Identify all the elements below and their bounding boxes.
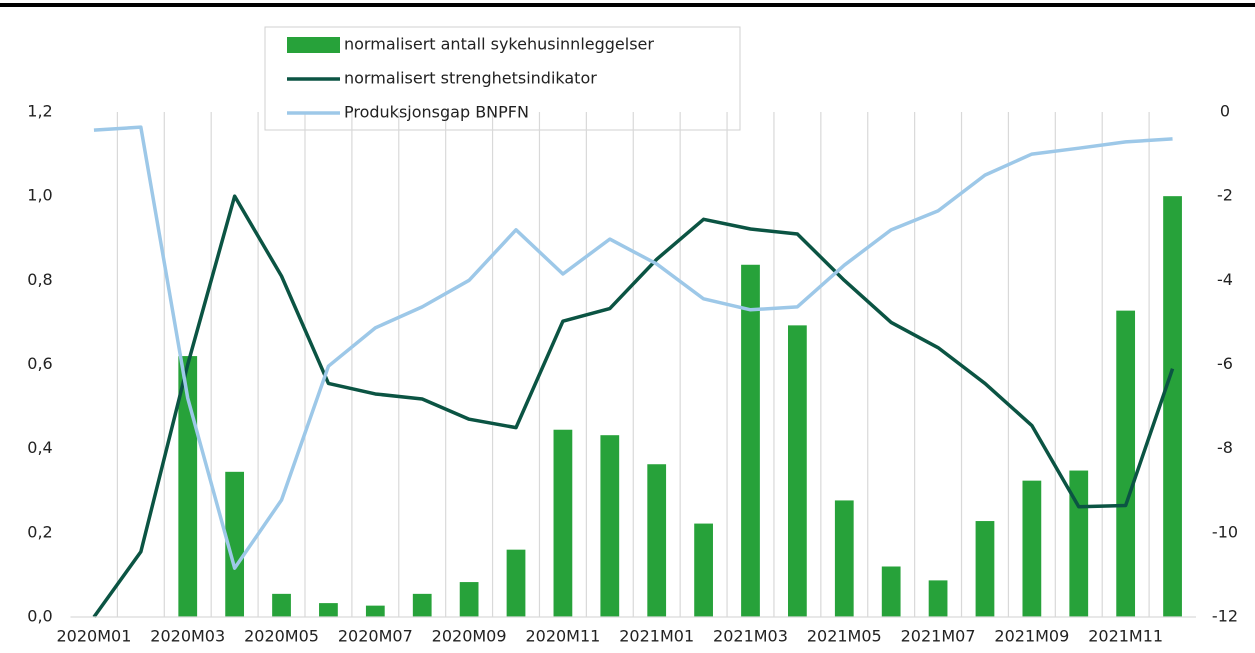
y2-tick-label: 0: [1220, 102, 1230, 121]
bar: [975, 521, 995, 617]
plot: [92, 112, 1182, 619]
bar: [788, 325, 807, 617]
y-tick-label: 0,2: [27, 522, 52, 541]
legend-label: normalisert antall sykehusinnleggelser: [344, 35, 654, 54]
y-tick-label: 0,4: [27, 438, 52, 457]
x-tick-label: 2021M11: [1088, 627, 1163, 646]
line: [93, 125, 1173, 570]
bar: [506, 549, 526, 617]
bar: [600, 435, 620, 617]
y-tick-label: 0,0: [27, 607, 52, 626]
x-tick-label: 2020M03: [150, 627, 225, 646]
y2-tick-label: -12: [1212, 607, 1238, 626]
x-tick-label: 2021M05: [807, 627, 882, 646]
bar: [553, 429, 573, 617]
y2-tick-label: -10: [1212, 522, 1238, 541]
x-tick-label: 2021M03: [713, 627, 788, 646]
legend-box: [264, 26, 741, 131]
y-tick-label: 1,2: [27, 102, 52, 121]
line: [92, 194, 1175, 619]
bar: [1116, 310, 1136, 617]
bar: [1022, 480, 1042, 617]
bar: [365, 605, 385, 617]
y-tick-label: 0,8: [27, 270, 52, 289]
x-tick-label: 2021M09: [994, 627, 1069, 646]
y2-tick-label: -8: [1217, 438, 1233, 457]
bar: [647, 464, 667, 617]
x-tick-label: 2020M07: [338, 627, 413, 646]
x-tick-label: 2020M01: [57, 627, 132, 646]
y2-tick-label: -4: [1217, 270, 1233, 289]
bar: [272, 593, 291, 617]
bar: [412, 593, 432, 617]
bar: [694, 523, 713, 617]
x-tick-label: 2021M01: [619, 627, 694, 646]
y-tick-label: 1,0: [27, 186, 52, 205]
x-tick-label: 2020M09: [432, 627, 507, 646]
legend-label: Produksjonsgap BNPFN: [344, 103, 529, 122]
bar: [741, 264, 760, 617]
bar: [834, 500, 854, 617]
y2-tick-label: -2: [1217, 186, 1233, 205]
bar: [928, 580, 948, 617]
legend-label: normalisert strenghetsindikator: [344, 69, 597, 88]
bar: [459, 582, 479, 617]
x-tick-label: 2020M11: [525, 627, 600, 646]
bar: [225, 471, 245, 617]
x-tick-label: 2021M07: [901, 627, 976, 646]
bar: [1163, 196, 1182, 617]
x-tick-label: 2020M05: [244, 627, 319, 646]
legend-swatch: [287, 37, 340, 53]
y2-tick-label: -6: [1217, 354, 1233, 373]
bar: [881, 566, 901, 617]
bar: [319, 603, 338, 617]
y-tick-label: 0,6: [27, 354, 52, 373]
top-rule: [0, 3, 1255, 7]
